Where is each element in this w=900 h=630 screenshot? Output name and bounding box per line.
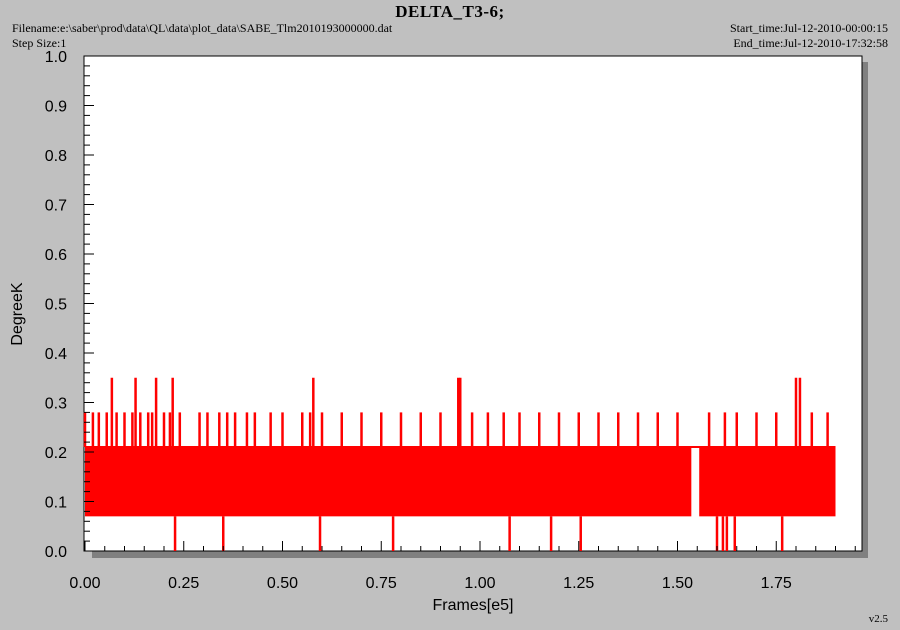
y-tick-label: 0.6	[45, 247, 67, 264]
y-tick-label: 0.5	[45, 297, 67, 314]
y-tick-label: 0.9	[45, 99, 67, 116]
y-tick-label: 0.3	[45, 396, 67, 413]
y-tick-label: 0.8	[45, 148, 67, 165]
x-tick-label: 1.25	[563, 575, 594, 592]
x-axis-label: Frames[e5]	[433, 597, 514, 614]
y-tick-label: 0.2	[45, 445, 67, 462]
start-time-label: Start_time:Jul-12-2010-00:00:15	[730, 21, 888, 35]
step-size-label: Step Size:1	[12, 36, 67, 50]
y-tick-label: 1.0	[45, 49, 67, 66]
x-tick-label: 1.75	[761, 575, 792, 592]
y-tick-label: 0.1	[45, 495, 67, 512]
series-layer	[83, 377, 836, 551]
chart-title: DELTA_T3-6;	[395, 2, 505, 21]
series-band-0	[85, 447, 692, 517]
y-tick-label: 0.4	[45, 346, 67, 363]
x-tick-label: 1.50	[662, 575, 693, 592]
x-tick-label: 1.00	[464, 575, 495, 592]
version-label: v2.5	[868, 613, 888, 625]
series-band-1	[699, 447, 836, 517]
labels-layer: 0.0 0.1 0.2 0.3 0.4 0.5 0.6 0.7 0.8 0.9 1.0 0.00 0.2…	[45, 49, 792, 592]
x-tick-label: 0.25	[168, 575, 199, 592]
end-time-label: End_time:Jul-12-2010-17:32:58	[733, 36, 888, 50]
ticks-layer	[84, 55, 856, 552]
filename-label: Filename:e:\saber\prod\data\QL\data\plot…	[12, 21, 393, 35]
y-tick-label: 0.0	[45, 544, 67, 561]
y-tick-label: 0.7	[45, 198, 67, 215]
x-tick-label: 0.50	[267, 575, 298, 592]
x-tick-label: 0.75	[366, 575, 397, 592]
x-tick-label: 0.00	[69, 575, 100, 592]
y-axis-label: DegreeK	[9, 282, 26, 345]
